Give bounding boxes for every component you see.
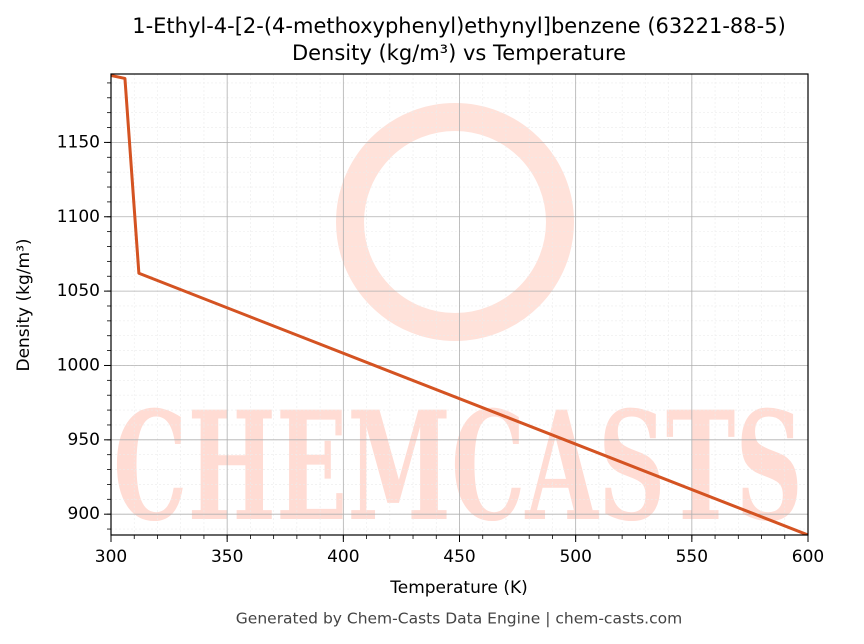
x-axis-label: Temperature (K)	[389, 578, 528, 598]
y-tick-label: 1150	[57, 132, 100, 152]
x-tick-label: 550	[676, 547, 708, 567]
x-tick-label: 350	[211, 547, 243, 567]
plot-frame	[110, 73, 809, 536]
chart-subtitle: Density (kg/m³) vs Temperature	[292, 41, 626, 65]
y-axis-label: Density (kg/m³)	[14, 238, 34, 371]
x-tick-label: 400	[327, 547, 359, 567]
x-tick-label: 450	[443, 547, 475, 567]
y-tick-label: 1100	[57, 207, 100, 227]
watermark: CHEMCASTS	[113, 379, 803, 555]
y-tick-label: 950	[68, 430, 100, 450]
y-tick-label: 1000	[57, 355, 100, 375]
footer: Generated by Chem-Casts Data Engine | ch…	[236, 610, 682, 628]
chart-title: 1-Ethyl-4-[2-(4-methoxyphenyl)ethynyl]be…	[132, 14, 786, 38]
data-line	[111, 74, 808, 535]
y-tick-label: 1050	[57, 281, 100, 301]
x-tick-label: 300	[95, 547, 127, 567]
x-tick-label: 600	[792, 547, 824, 567]
y-tick-label: 900	[68, 504, 100, 524]
x-tick-label: 500	[559, 547, 591, 567]
watermark-logo	[336, 103, 574, 341]
